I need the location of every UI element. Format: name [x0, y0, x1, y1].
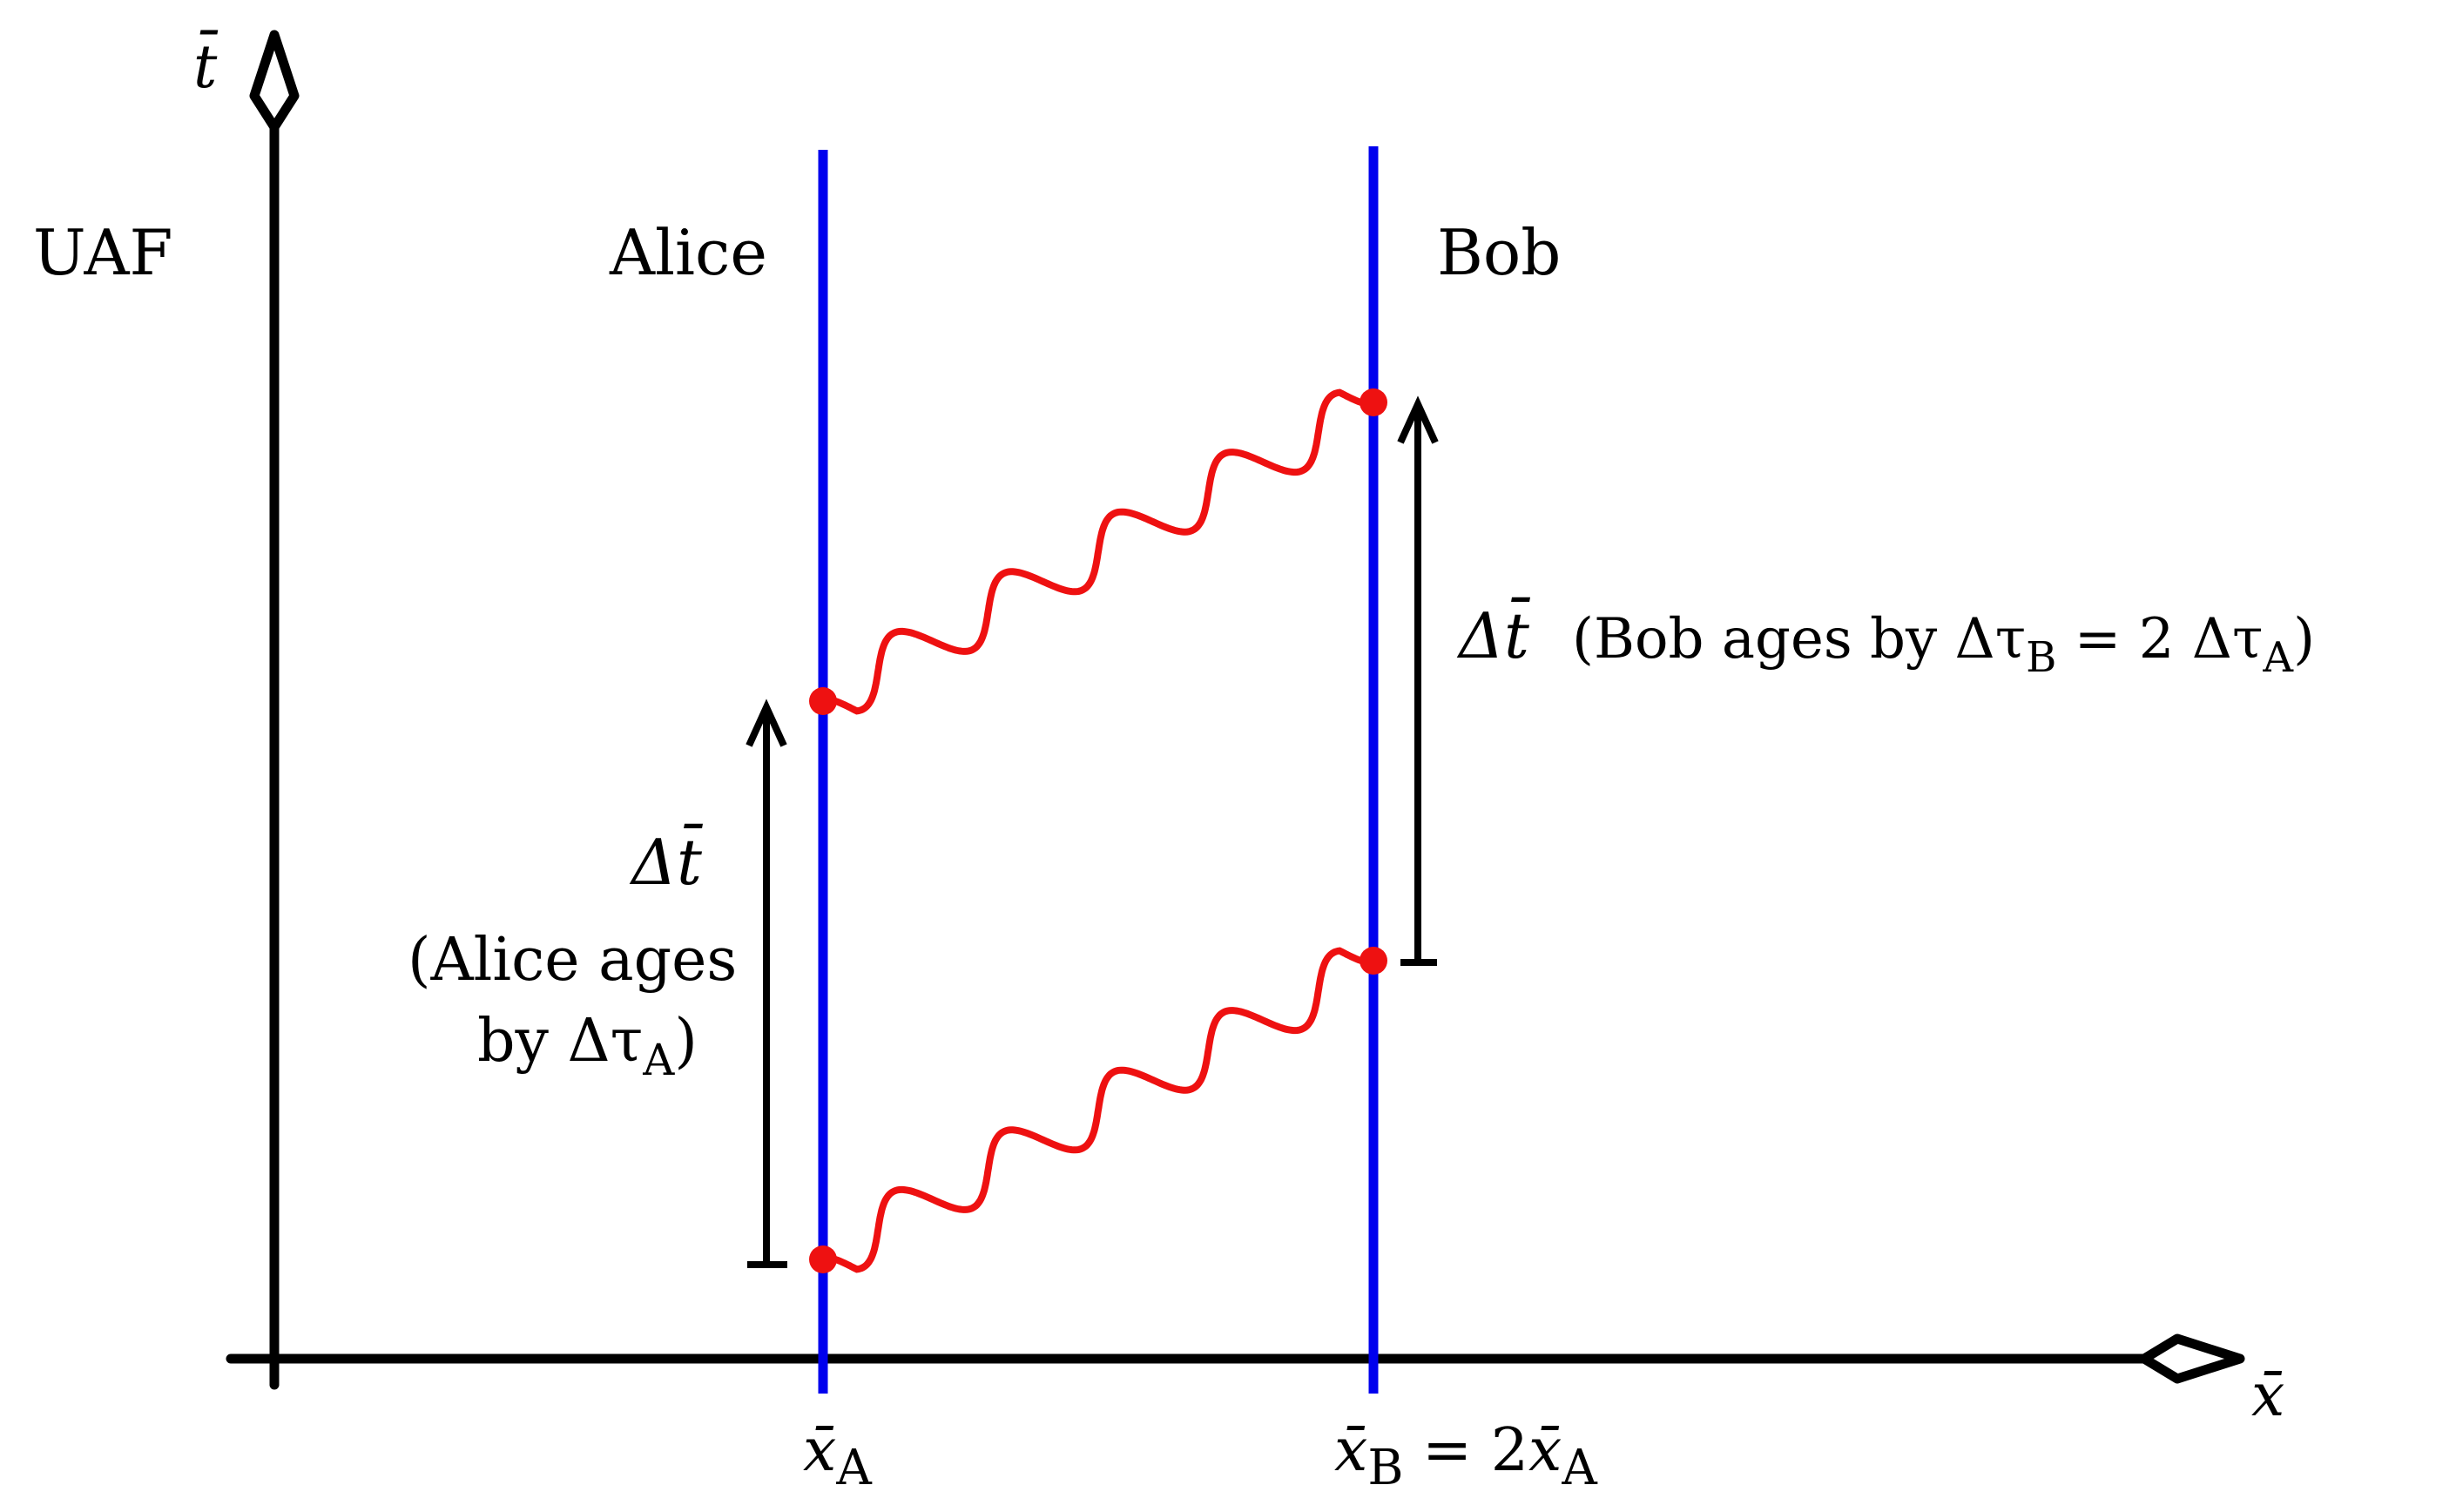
bob-interval-arrow [1397, 395, 1439, 966]
event-bob-receive-upper [1360, 388, 1387, 416]
bob-delta-t: Δt̄ [1456, 596, 1530, 672]
t-axis-label: t̄ [193, 30, 219, 102]
xB-label: x̄B = 2x̄A [1334, 1416, 1597, 1496]
bob-ages-suffix: ) [2293, 607, 2315, 672]
signal-upper [820, 388, 1377, 715]
alice-delta-t: Δt̄ [629, 822, 703, 899]
alice-label: Alice [609, 216, 767, 289]
frame-label: UAF [33, 216, 172, 289]
event-alice-emit-lower [809, 1245, 837, 1273]
xA-sub: A [835, 1440, 872, 1496]
bob-ages-prefix: (Bob ages by Δτ [1572, 607, 2026, 672]
x-axis-arrowhead [2139, 1333, 2245, 1384]
xB-symbol: x̄ [1334, 1416, 1367, 1485]
xB-sub2: A [1561, 1440, 1597, 1496]
bob-ages-sub-a: A [2262, 633, 2294, 682]
xB-eq: = 2 [1404, 1416, 1528, 1485]
t-axis-arrowhead [249, 30, 300, 132]
alice-annotation: Δt̄ (Alice ages by ΔτA) [408, 822, 737, 1085]
xA-label: x̄A [803, 1416, 872, 1496]
t-axis: t̄ [193, 30, 300, 1390]
alice-ages-line2-prefix: by Δτ [477, 1007, 643, 1076]
alice-ages-line2: by ΔτA) [477, 1007, 698, 1085]
xB-sub: B [1367, 1440, 1403, 1496]
bob-annotation: Δt̄ (Bob ages by ΔτB = 2 ΔτA) [1456, 596, 2315, 682]
x-axis-label: x̄ [2251, 1361, 2284, 1430]
xB-symbol2: x̄ [1528, 1416, 1562, 1485]
event-bob-receive-lower [1360, 947, 1387, 975]
alice-ages-line1: (Alice ages [408, 926, 737, 995]
signal-lower [820, 947, 1377, 1273]
bob-ages-mid: = 2 Δτ [2056, 607, 2263, 672]
bob-label: Bob [1437, 216, 1561, 289]
alice-ages-line2-suffix: ) [674, 1007, 698, 1076]
alice-ages-line2-sub: A [642, 1035, 675, 1085]
bob-ages-text: (Bob ages by ΔτB = 2 ΔτA) [1572, 607, 2315, 682]
alice-interval-arrow [746, 699, 787, 1268]
alice-interval-head [746, 699, 787, 747]
xA-symbol: x̄ [803, 1416, 836, 1485]
bob-ages-sub-b: B [2026, 633, 2056, 682]
bob-interval-head [1397, 395, 1439, 444]
event-alice-emit-upper [809, 687, 837, 715]
x-axis: x̄ [226, 1333, 2284, 1430]
